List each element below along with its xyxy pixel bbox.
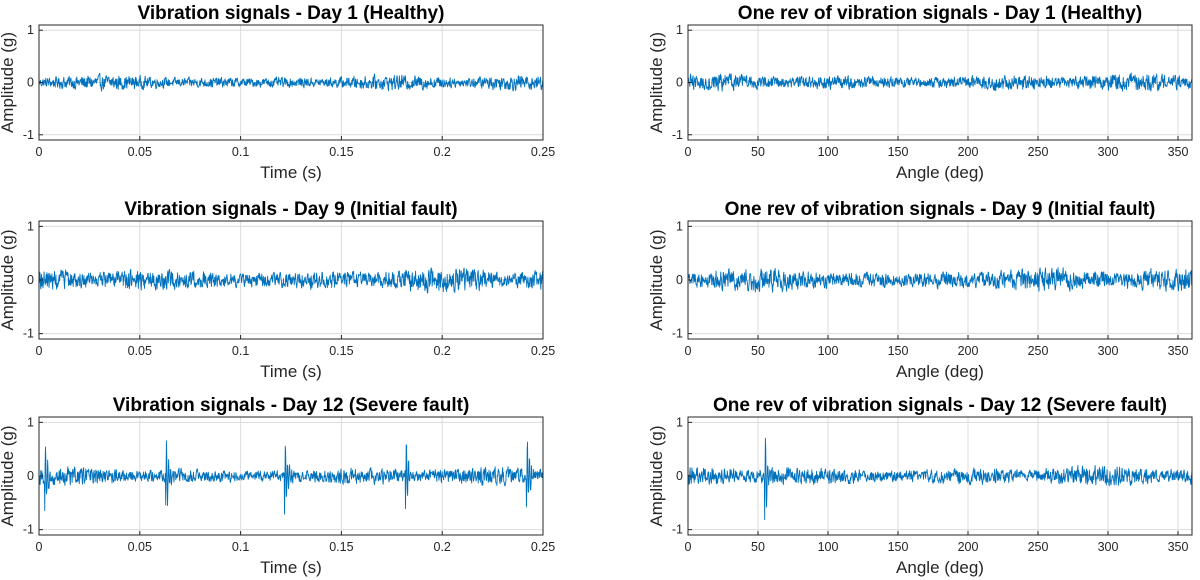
y-tick-label: -1: [23, 327, 34, 341]
y-tick-label: 0: [676, 273, 683, 287]
y-axis-label: Amplitude (g): [0, 229, 17, 330]
x-tick-label: 0: [685, 344, 692, 358]
chart-title: Vibration signals - Day 1 (Healthy): [138, 3, 445, 24]
x-tick-label: 50: [751, 344, 765, 358]
x-tick-label: 250: [1028, 145, 1049, 159]
x-tick-label: 50: [751, 540, 765, 554]
y-tick-label: 0: [27, 469, 34, 483]
x-tick-label: 0.2: [434, 540, 451, 554]
chart-title: One rev of vibration signals - Day 12 (S…: [713, 395, 1167, 416]
x-tick-label: 0: [685, 540, 692, 554]
signal-series-line: [687, 267, 1193, 293]
x-tick-label: 300: [1098, 145, 1119, 159]
x-tick-label: 100: [818, 145, 839, 159]
x-tick-label: 0.2: [434, 145, 451, 159]
x-tick-label: 0.25: [531, 344, 555, 358]
y-axis-label: Amplitude (g): [0, 425, 17, 526]
y-tick-label: 0: [27, 273, 34, 287]
x-tick-label: 250: [1028, 540, 1049, 554]
x-tick-label: 100: [818, 344, 839, 358]
signal-series-line: [38, 267, 544, 294]
y-tick-label: 0: [27, 76, 34, 90]
x-tick-label: 150: [888, 540, 909, 554]
y-tick-label: -1: [672, 128, 683, 142]
y-tick-label: 1: [676, 23, 683, 37]
chart-title: One rev of vibration signals - Day 9 (In…: [725, 199, 1156, 220]
x-axis-label: Time (s): [260, 163, 322, 182]
x-tick-label: 0.25: [531, 145, 555, 159]
y-tick-label: 1: [27, 23, 34, 37]
x-tick-label: 150: [888, 145, 909, 159]
x-axis-label: Angle (deg): [896, 558, 984, 577]
y-axis-label: Amplitude (g): [647, 229, 666, 330]
y-axis-label: Amplitude (g): [0, 32, 17, 133]
x-tick-label: 350: [1168, 344, 1189, 358]
y-tick-label: 1: [27, 219, 34, 233]
x-tick-label: 200: [958, 145, 979, 159]
x-tick-label: 0.1: [232, 540, 249, 554]
x-axis-label: Angle (deg): [896, 163, 984, 182]
y-tick-label: 1: [27, 415, 34, 429]
y-tick-label: -1: [23, 523, 34, 537]
chart-title: Vibration signals - Day 12 (Severe fault…: [113, 395, 470, 416]
y-axis-label: Amplitude (g): [647, 425, 666, 526]
y-tick-label: -1: [672, 523, 683, 537]
y-axis-label: Amplitude (g): [647, 32, 666, 133]
x-axis-label: Time (s): [260, 558, 322, 577]
x-tick-label: 50: [751, 145, 765, 159]
x-axis-label: Angle (deg): [896, 362, 984, 381]
signal-series-line: [38, 440, 544, 515]
x-tick-label: 0.15: [329, 344, 353, 358]
x-tick-label: 150: [888, 344, 909, 358]
x-tick-label: 0: [36, 540, 43, 554]
x-tick-label: 0.05: [128, 344, 152, 358]
x-tick-label: 0.1: [232, 344, 249, 358]
x-tick-label: 0: [685, 145, 692, 159]
x-tick-label: 0.2: [434, 344, 451, 358]
y-tick-label: 1: [676, 219, 683, 233]
x-tick-label: 0.25: [531, 540, 555, 554]
chart-title: One rev of vibration signals - Day 1 (He…: [738, 3, 1142, 24]
x-axis-label: Time (s): [260, 362, 322, 381]
x-tick-label: 0.1: [232, 145, 249, 159]
x-tick-label: 200: [958, 344, 979, 358]
y-tick-label: 1: [676, 415, 683, 429]
x-tick-label: 350: [1168, 145, 1189, 159]
x-tick-label: 250: [1028, 344, 1049, 358]
x-tick-label: 300: [1098, 344, 1119, 358]
chart-title: Vibration signals - Day 9 (Initial fault…: [124, 199, 457, 220]
x-tick-label: 0.15: [329, 145, 353, 159]
x-tick-label: 0: [36, 145, 43, 159]
signal-series-line: [38, 72, 544, 92]
x-tick-label: 200: [958, 540, 979, 554]
x-tick-label: 350: [1168, 540, 1189, 554]
y-tick-label: -1: [23, 128, 34, 142]
x-tick-label: 0.15: [329, 540, 353, 554]
y-tick-label: 0: [676, 469, 683, 483]
signal-series-line: [687, 437, 1193, 521]
x-tick-label: 100: [818, 540, 839, 554]
x-tick-label: 300: [1098, 540, 1119, 554]
x-tick-label: 0.05: [128, 145, 152, 159]
y-tick-label: 0: [676, 76, 683, 90]
x-tick-label: 0: [36, 344, 43, 358]
y-tick-label: -1: [672, 327, 683, 341]
x-tick-label: 0.05: [128, 540, 152, 554]
signal-series-line: [687, 72, 1193, 92]
